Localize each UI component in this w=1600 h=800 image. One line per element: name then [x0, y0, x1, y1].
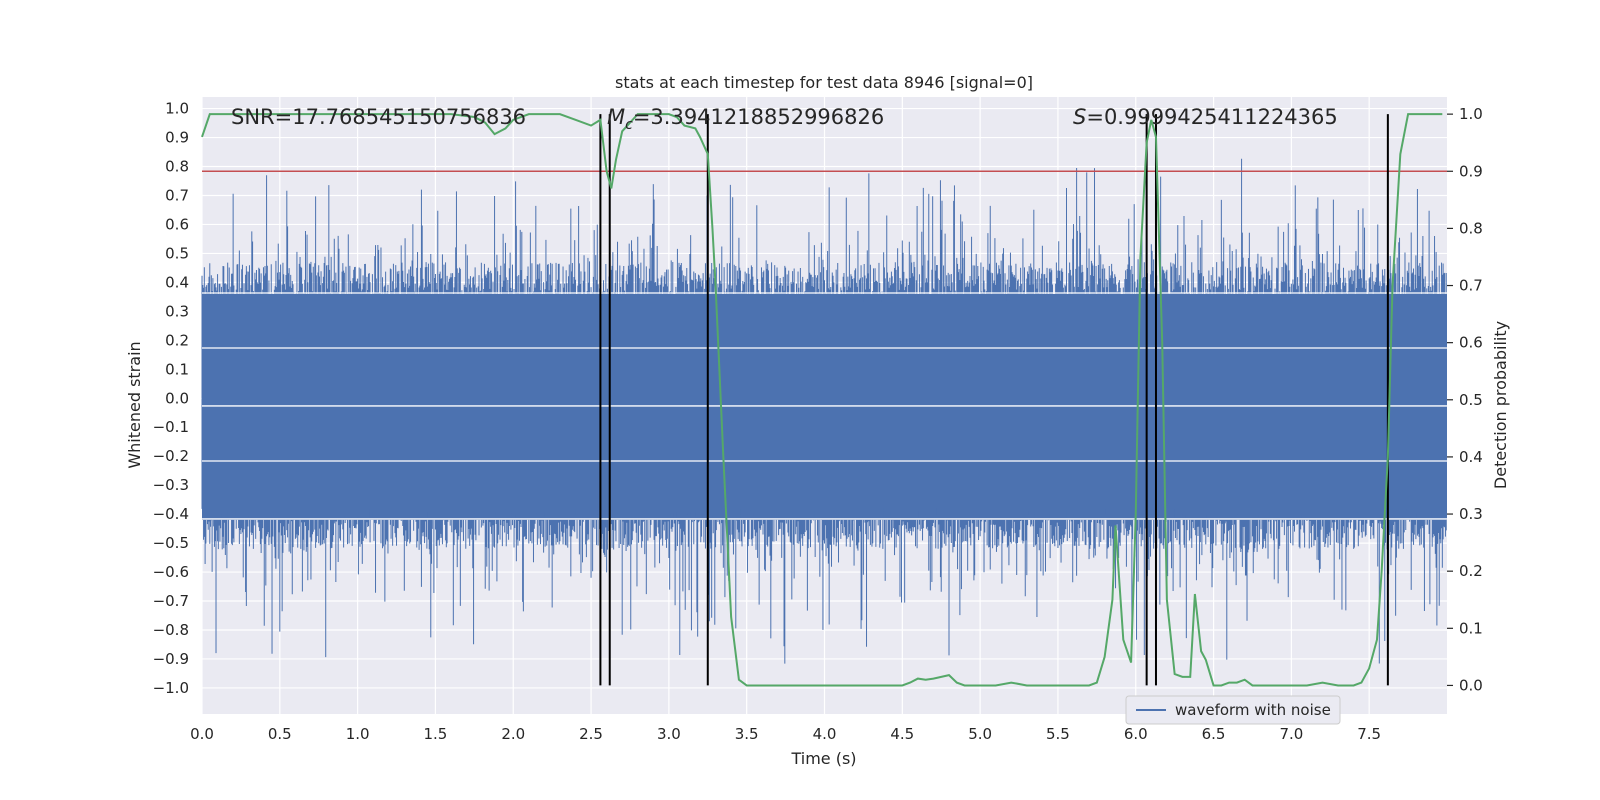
y-left-tick-label: 0.5 — [165, 244, 189, 262]
y-left-tick-label: 0.8 — [165, 158, 189, 176]
y-right-tick-label: 0.6 — [1459, 334, 1483, 352]
y-left-tick-label: 0.6 — [165, 215, 189, 233]
x-tick-label: 5.0 — [968, 725, 992, 743]
x-tick-label: 0.0 — [190, 725, 214, 743]
x-tick-label: 1.0 — [346, 725, 370, 743]
y-left-tick-label: −0.4 — [153, 505, 189, 523]
y-right-axis-ticks: 1.0 0.9 0.8 0.7 0.6 0.5 0.4 0.3 0.2 0.1 0.0 — [1447, 105, 1483, 694]
chirp-mass-annotation: Mc=3.3941218852996826 — [607, 105, 884, 133]
y-left-tick-label: −0.2 — [153, 447, 189, 465]
detection-probability-series — [201, 113, 1443, 687]
x-tick-label: 7.0 — [1279, 725, 1303, 743]
y-left-axis-label: Whitened strain — [125, 341, 144, 468]
y-right-tick-label: 0.7 — [1459, 277, 1483, 295]
y-left-tick-label: −0.9 — [153, 650, 189, 668]
y-right-tick-label: 0.9 — [1459, 162, 1483, 180]
y-right-tick-label: 0.4 — [1459, 448, 1483, 466]
y-right-tick-label: 1.0 — [1459, 105, 1483, 123]
y-left-tick-label: −0.5 — [153, 534, 189, 552]
y-left-tick-label: −0.6 — [153, 563, 189, 581]
score-annotation: S=0.9999425411224365 — [1073, 105, 1338, 129]
y-left-tick-label: 0.0 — [165, 389, 189, 407]
x-tick-label: 1.5 — [424, 725, 448, 743]
x-tick-label: 2.0 — [501, 725, 525, 743]
x-axis-label: Time (s) — [790, 749, 856, 768]
x-tick-label: 6.0 — [1124, 725, 1148, 743]
y-left-tick-label: 0.7 — [165, 186, 189, 204]
y-right-tick-label: 0.8 — [1459, 219, 1483, 237]
vertical-markers — [599, 114, 1389, 686]
x-tick-label: 0.5 — [268, 725, 292, 743]
x-tick-label: 3.5 — [735, 725, 759, 743]
y-left-tick-label: −0.1 — [153, 418, 189, 436]
x-tick-label: 2.5 — [579, 725, 603, 743]
x-tick-label: 6.5 — [1202, 725, 1226, 743]
legend-label: waveform with noise — [1175, 701, 1331, 719]
y-left-tick-label: 0.9 — [165, 129, 189, 147]
y-left-tick-label: −0.8 — [153, 621, 189, 639]
chart-title: stats at each timestep for test data 894… — [615, 73, 1033, 92]
x-tick-label: 3.0 — [657, 725, 681, 743]
y-left-tick-label: 0.1 — [165, 360, 189, 378]
y-left-axis-ticks: 1.0 0.9 0.8 0.7 0.6 0.5 0.4 0.3 0.2 0.1 0.0 −0.1 −0.… — [153, 100, 189, 697]
y-left-tick-label: 0.3 — [165, 302, 189, 320]
y-right-tick-label: 0.3 — [1459, 505, 1483, 523]
detection-probability-line — [201, 113, 1443, 687]
y-left-tick-label: −1.0 — [153, 679, 189, 697]
x-tick-label: 5.5 — [1046, 725, 1070, 743]
x-tick-label: 4.5 — [890, 725, 914, 743]
y-right-tick-label: 0.0 — [1459, 676, 1483, 694]
y-left-tick-label: −0.7 — [153, 592, 189, 610]
legend: waveform with noise — [1125, 695, 1341, 725]
y-right-tick-label: 0.1 — [1459, 619, 1483, 637]
waveform-series — [201, 158, 1447, 664]
legend-box — [1125, 695, 1341, 725]
y-left-tick-label: 1.0 — [165, 100, 189, 118]
y-left-tick-label: −0.3 — [153, 476, 189, 494]
y-right-tick-label: 0.2 — [1459, 562, 1483, 580]
y-left-tick-label: 0.2 — [165, 331, 189, 349]
x-tick-label: 4.0 — [813, 725, 837, 743]
y-right-axis-label: Detection probability — [1491, 321, 1510, 489]
waveform-upper-spikes — [201, 158, 1447, 399]
x-tick-label: 7.5 — [1357, 725, 1381, 743]
y-right-tick-label: 0.5 — [1459, 391, 1483, 409]
y-left-tick-label: 0.4 — [165, 273, 189, 291]
x-axis-ticks: 0.0 0.5 1.0 1.5 2.0 2.5 3.0 3.5 4.0 4.5 5.0 5.5 6.0 6… — [190, 725, 1381, 743]
snr-annotation: SNR=17.768545150756836 — [231, 105, 526, 129]
